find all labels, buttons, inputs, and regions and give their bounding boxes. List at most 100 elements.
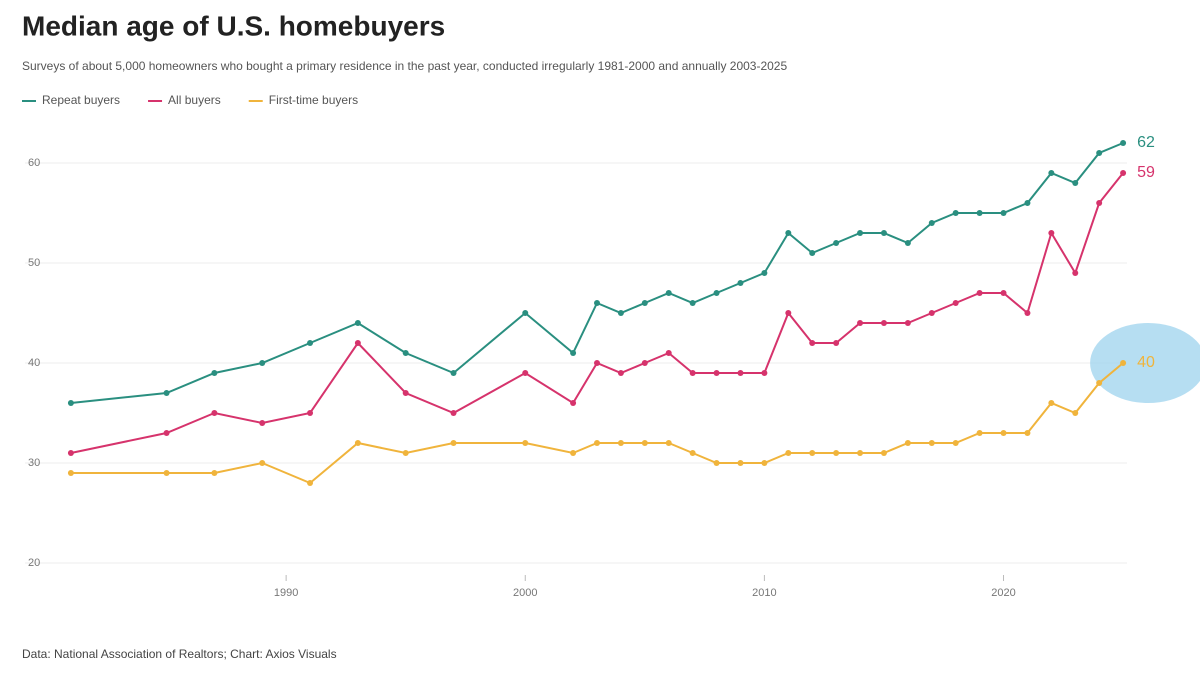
x-tick-label: 2010 bbox=[752, 587, 776, 599]
point bbox=[450, 440, 457, 446]
point bbox=[976, 430, 983, 436]
point bbox=[641, 360, 648, 366]
point bbox=[402, 390, 409, 396]
point bbox=[1096, 150, 1103, 156]
highlight bbox=[1090, 323, 1200, 403]
legend-label: Repeat buyers bbox=[42, 93, 120, 107]
x-tick-label: 2000 bbox=[513, 587, 537, 599]
y-tick-label: 60 bbox=[28, 157, 40, 169]
point bbox=[522, 370, 529, 376]
point bbox=[450, 410, 457, 416]
point bbox=[307, 410, 314, 416]
point bbox=[689, 450, 696, 456]
point bbox=[785, 450, 792, 456]
end-label: 59 bbox=[1137, 164, 1155, 181]
point bbox=[713, 370, 720, 376]
point bbox=[211, 410, 218, 416]
point bbox=[1024, 200, 1031, 206]
y-tick-label: 50 bbox=[28, 257, 40, 269]
point bbox=[713, 290, 720, 296]
point bbox=[570, 450, 577, 456]
point bbox=[785, 310, 792, 316]
point bbox=[952, 300, 959, 306]
point bbox=[880, 230, 887, 236]
point bbox=[259, 460, 266, 466]
point bbox=[809, 250, 816, 256]
point bbox=[1072, 180, 1079, 186]
point bbox=[211, 470, 218, 476]
point bbox=[641, 440, 648, 446]
point bbox=[1000, 210, 1007, 216]
point bbox=[1120, 170, 1127, 176]
end-label: 40 bbox=[1137, 354, 1155, 371]
point bbox=[354, 320, 361, 326]
point bbox=[1048, 170, 1055, 176]
point bbox=[67, 400, 74, 406]
point bbox=[857, 450, 864, 456]
point bbox=[880, 320, 887, 326]
point bbox=[450, 370, 457, 376]
point bbox=[833, 340, 840, 346]
point bbox=[1024, 430, 1031, 436]
point bbox=[809, 450, 816, 456]
point bbox=[665, 350, 672, 356]
point bbox=[1096, 380, 1103, 386]
point bbox=[1048, 230, 1055, 236]
point bbox=[904, 320, 911, 326]
point bbox=[665, 440, 672, 446]
point bbox=[713, 460, 720, 466]
point bbox=[594, 360, 600, 366]
y-tick-label: 40 bbox=[28, 357, 40, 369]
legend-label: All buyers bbox=[168, 93, 221, 107]
point bbox=[976, 210, 983, 216]
point bbox=[1120, 360, 1127, 366]
point bbox=[809, 340, 816, 346]
point bbox=[737, 370, 744, 376]
point bbox=[952, 210, 959, 216]
point bbox=[402, 450, 409, 456]
point bbox=[665, 290, 672, 296]
point bbox=[641, 300, 648, 306]
point bbox=[594, 440, 600, 446]
point bbox=[259, 420, 266, 426]
point bbox=[594, 300, 600, 306]
end-label: 62 bbox=[1137, 134, 1155, 151]
point bbox=[67, 450, 74, 456]
point bbox=[163, 470, 170, 476]
point bbox=[211, 370, 218, 376]
point bbox=[1096, 200, 1103, 206]
point bbox=[976, 290, 983, 296]
point bbox=[1120, 140, 1127, 146]
point bbox=[857, 230, 864, 236]
point bbox=[737, 460, 744, 466]
point bbox=[928, 440, 935, 446]
chart-title: Median age of U.S. homebuyers bbox=[22, 10, 445, 41]
point bbox=[952, 440, 959, 446]
point bbox=[617, 310, 624, 316]
y-tick-label: 20 bbox=[28, 557, 40, 569]
point bbox=[904, 440, 911, 446]
point bbox=[1072, 270, 1079, 276]
series-line bbox=[70, 362, 1124, 485]
point bbox=[617, 440, 624, 446]
point bbox=[737, 280, 744, 286]
point bbox=[354, 440, 361, 446]
point bbox=[67, 470, 74, 476]
series-line bbox=[70, 172, 1124, 454]
point bbox=[1048, 400, 1055, 406]
point bbox=[761, 270, 768, 276]
point bbox=[761, 370, 768, 376]
point bbox=[307, 480, 314, 486]
point bbox=[307, 340, 314, 346]
x-tick-label: 2020 bbox=[991, 587, 1015, 599]
point bbox=[928, 220, 935, 226]
point bbox=[617, 370, 624, 376]
point bbox=[880, 450, 887, 456]
point bbox=[163, 430, 170, 436]
point bbox=[928, 310, 935, 316]
point bbox=[833, 450, 840, 456]
point bbox=[1000, 430, 1007, 436]
point bbox=[570, 400, 577, 406]
point bbox=[522, 310, 529, 316]
